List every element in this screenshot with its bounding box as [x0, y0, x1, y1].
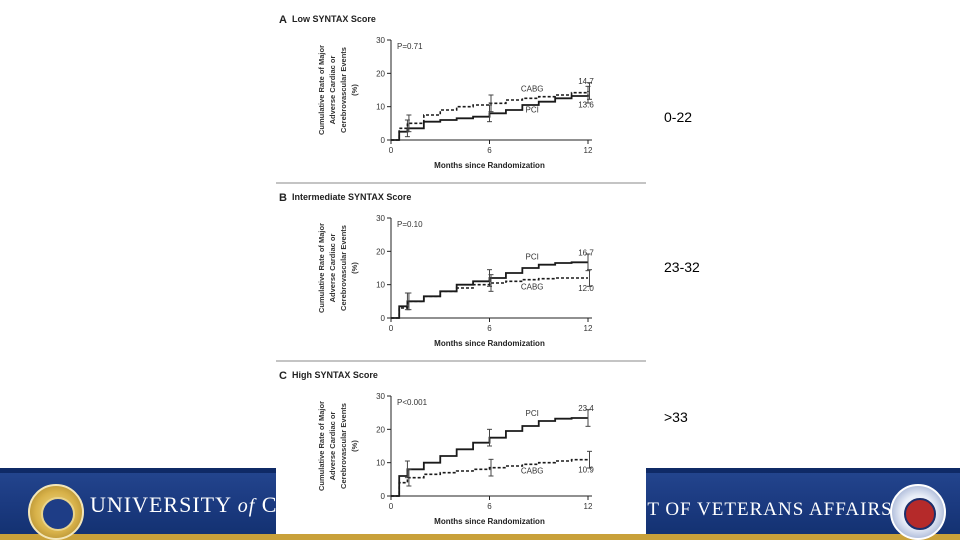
va-seal-icon: [890, 484, 946, 540]
uc-seal-icon: [28, 484, 84, 540]
series-name-label: PCI: [526, 106, 539, 115]
y-axis-label: Adverse Cardiac or: [328, 56, 337, 125]
x-axis-label: Months since Randomization: [434, 339, 545, 348]
p-value: P=0.71: [397, 42, 423, 51]
x-axis-label: Months since Randomization: [434, 161, 545, 170]
y-axis-label: Cerebrovascular Events: [339, 403, 348, 489]
y-tick-label: 20: [376, 69, 385, 78]
y-tick-label: 20: [376, 247, 385, 256]
y-axis-label: Adverse Cardiac or: [328, 234, 337, 303]
y-axis-label: Cumulative Rate of Major: [317, 401, 326, 491]
x-tick-label: 6: [487, 146, 492, 155]
end-value-label: 16.7: [578, 248, 594, 257]
panel-title: Intermediate SYNTAX Score: [292, 192, 411, 202]
end-value-label: 14.7: [578, 77, 594, 86]
end-value-label: 12.0: [578, 284, 594, 293]
y-tick-label: 30: [376, 36, 385, 45]
x-tick-label: 0: [389, 502, 394, 511]
x-tick-label: 12: [584, 324, 593, 333]
series-name-label: CABG: [521, 85, 544, 94]
panel-b: B Intermediate SYNTAX Score Cumulative Rat…: [276, 192, 646, 362]
y-axis-label: (%): [350, 262, 359, 274]
figure-svg: A Low SYNTAX Score Cumulative Rate of Majo…: [276, 14, 646, 526]
panel-title: Low SYNTAX Score: [292, 14, 376, 24]
range-label-high: >33: [664, 409, 688, 425]
x-tick-label: 12: [584, 502, 593, 511]
x-tick-label: 0: [389, 324, 394, 333]
x-tick-label: 6: [487, 502, 492, 511]
y-axis-label: Cerebrovascular Events: [339, 47, 348, 133]
panel-letter: C: [279, 370, 287, 382]
panel-title: High SYNTAX Score: [292, 370, 378, 380]
y-axis-label: (%): [350, 84, 359, 96]
series-name-label: PCI: [526, 253, 539, 262]
panel-c: C High SYNTAX Score Cumulative Rate of Maj…: [279, 370, 594, 526]
y-tick-label: 0: [381, 314, 386, 323]
x-axis-label: Months since Randomization: [434, 517, 545, 526]
x-tick-label: 0: [389, 146, 394, 155]
y-axis-label: (%): [350, 440, 359, 452]
y-tick-label: 0: [381, 492, 386, 501]
range-label-low: 0-22: [664, 109, 693, 125]
x-tick-label: 6: [487, 324, 492, 333]
y-axis-label: Cumulative Rate of Major: [317, 45, 326, 135]
panel-letter: A: [279, 14, 287, 26]
syntax-figure: A Low SYNTAX Score Cumulative Rate of Majo…: [276, 6, 646, 534]
y-tick-label: 30: [376, 214, 385, 223]
y-axis-label: Cerebrovascular Events: [339, 225, 348, 311]
p-value: P=0.10: [397, 220, 423, 229]
end-value-label: 10.9: [578, 466, 594, 475]
series-line-cabg: [391, 277, 588, 319]
series-name-label: CABG: [521, 467, 544, 476]
end-value-label: 13.6: [578, 101, 594, 110]
range-label-mid: 23-32: [664, 259, 700, 275]
va-name: IT OF VETERANS AFFAIRS: [640, 499, 893, 520]
y-tick-label: 30: [376, 392, 385, 401]
series-name-label: CABG: [521, 283, 544, 292]
y-tick-label: 20: [376, 425, 385, 434]
p-value: P<0.001: [397, 398, 428, 407]
y-tick-label: 10: [376, 103, 385, 112]
panel-a: A Low SYNTAX Score Cumulative Rate of Majo…: [276, 14, 646, 184]
end-value-label: 23.4: [578, 404, 594, 413]
y-tick-label: 0: [381, 136, 386, 145]
panel-letter: B: [279, 192, 287, 204]
series-name-label: PCI: [526, 409, 539, 418]
series-line-cabg: [391, 458, 588, 497]
y-tick-label: 10: [376, 459, 385, 468]
y-axis-label: Adverse Cardiac or: [328, 412, 337, 481]
x-tick-label: 12: [584, 146, 593, 155]
y-axis-label: Cumulative Rate of Major: [317, 223, 326, 313]
footer-gold-line: [0, 534, 960, 540]
y-tick-label: 10: [376, 281, 385, 290]
